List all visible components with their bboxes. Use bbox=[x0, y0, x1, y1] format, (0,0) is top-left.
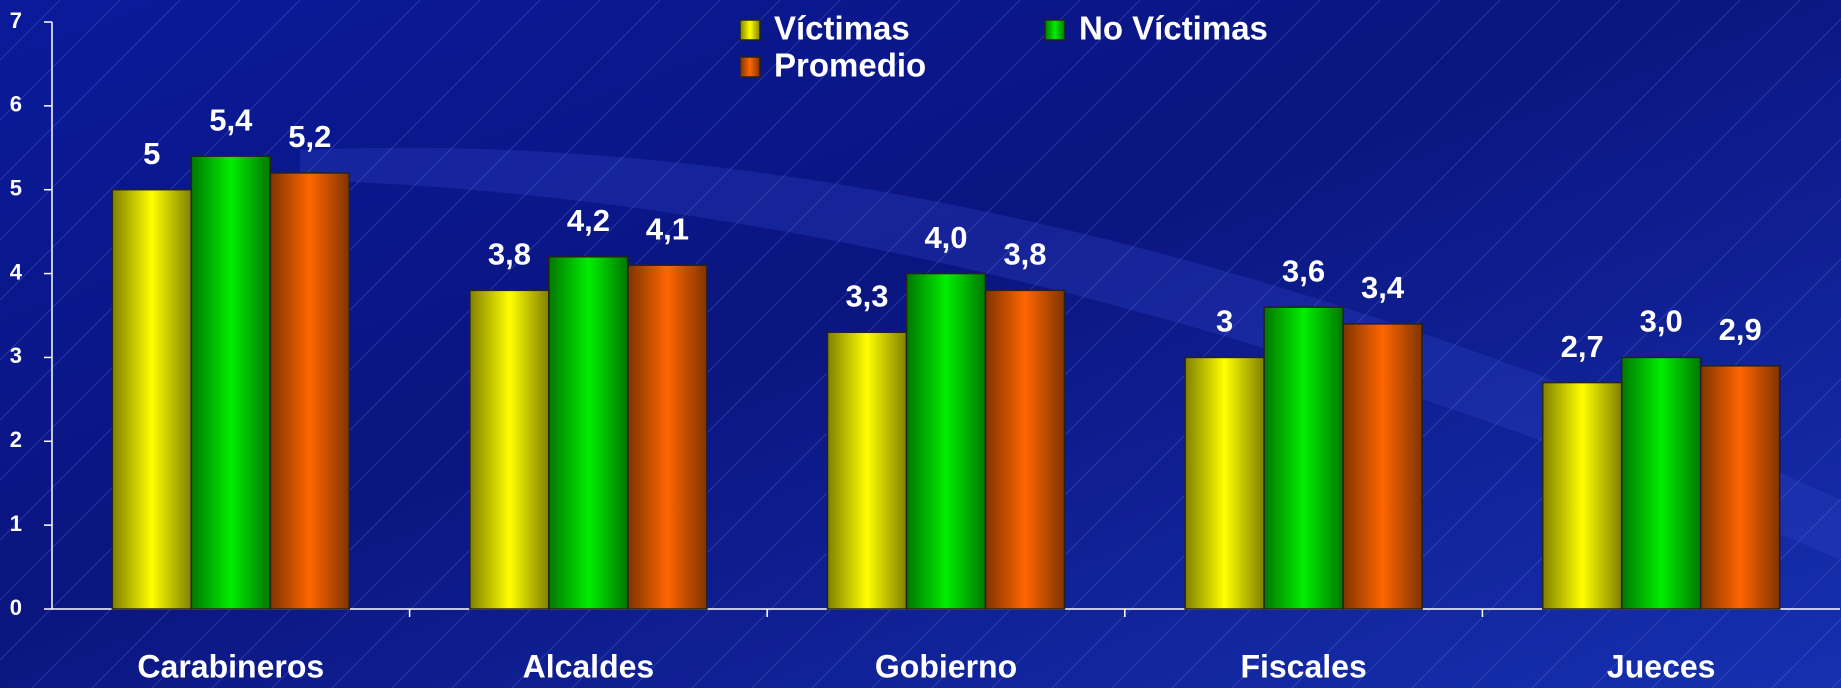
bar bbox=[905, 272, 987, 610]
y-tick-label: 3 bbox=[10, 343, 22, 368]
bar bbox=[469, 289, 550, 610]
value-label: 2,7 bbox=[1561, 329, 1604, 364]
x-tick-label: Alcaldes bbox=[523, 648, 655, 684]
y-tick-label: 0 bbox=[10, 595, 22, 620]
y-tick-label: 2 bbox=[10, 427, 22, 452]
value-label: 3,3 bbox=[845, 278, 888, 313]
bar bbox=[548, 256, 629, 610]
value-label: 3,6 bbox=[1282, 253, 1325, 288]
value-label: 3 bbox=[1216, 304, 1233, 339]
bar bbox=[826, 331, 908, 610]
legend-swatch bbox=[739, 56, 761, 78]
y-tick-label: 4 bbox=[10, 259, 23, 284]
bar bbox=[627, 264, 708, 610]
value-label: 2,9 bbox=[1719, 312, 1762, 347]
value-label: 5 bbox=[143, 136, 160, 171]
legend-swatch bbox=[1044, 19, 1066, 41]
value-label: 3,8 bbox=[1003, 237, 1046, 272]
bar bbox=[1342, 323, 1423, 610]
bar bbox=[1699, 365, 1781, 610]
bar bbox=[1541, 381, 1623, 610]
x-tick-label: Jueces bbox=[1607, 648, 1716, 684]
value-label: 4,1 bbox=[646, 211, 689, 246]
bar bbox=[1184, 356, 1265, 610]
value-label: 5,2 bbox=[288, 119, 331, 154]
legend-label: No Víctimas bbox=[1079, 10, 1268, 47]
bar bbox=[984, 289, 1066, 610]
y-tick-label: 7 bbox=[10, 8, 22, 33]
bar bbox=[269, 172, 351, 610]
x-tick-label: Carabineros bbox=[137, 648, 324, 684]
value-label: 5,4 bbox=[209, 102, 253, 137]
y-tick-label: 1 bbox=[10, 511, 22, 536]
bar bbox=[1620, 356, 1702, 610]
value-label: 3,4 bbox=[1361, 270, 1405, 305]
value-label: 3,0 bbox=[1640, 304, 1683, 339]
legend-label: Víctimas bbox=[774, 10, 910, 47]
value-label: 4,2 bbox=[567, 203, 610, 238]
bar bbox=[111, 188, 193, 610]
y-tick-label: 5 bbox=[10, 176, 22, 201]
bar bbox=[190, 155, 272, 610]
value-label: 4,0 bbox=[924, 220, 967, 255]
legend-swatch bbox=[739, 19, 761, 41]
y-tick-label: 6 bbox=[10, 92, 22, 117]
value-label: 3,8 bbox=[488, 237, 531, 272]
x-tick-label: Fiscales bbox=[1240, 648, 1366, 684]
legend-label: Promedio bbox=[774, 47, 926, 84]
x-tick-label: Gobierno bbox=[875, 648, 1017, 684]
bar bbox=[1263, 306, 1344, 610]
